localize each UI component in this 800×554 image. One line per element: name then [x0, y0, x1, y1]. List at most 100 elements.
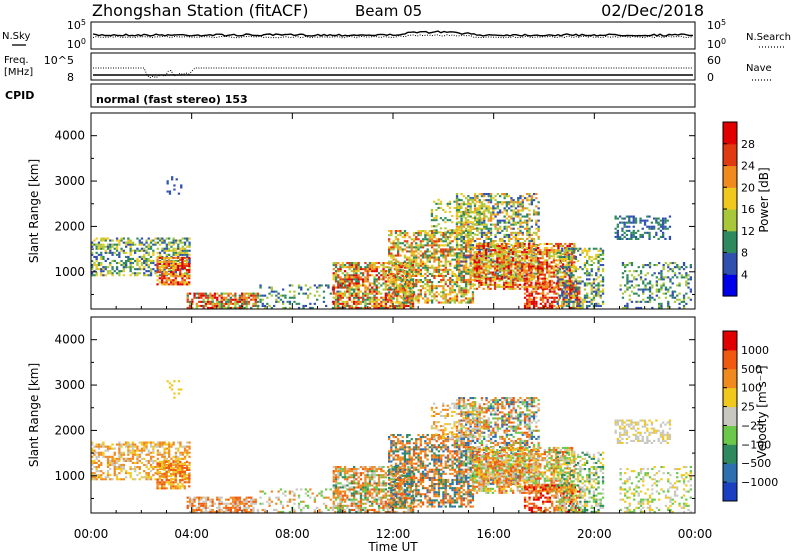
power-cell: [548, 273, 551, 276]
power-cell: [366, 298, 369, 301]
power-cell: [523, 240, 527, 243]
power-cell: [431, 291, 434, 294]
power-cell: [530, 285, 533, 288]
power-cell: [270, 286, 273, 289]
power-cell: [129, 251, 132, 254]
power-cell: [509, 271, 513, 274]
power-cell: [163, 268, 166, 271]
power-cell: [350, 274, 353, 277]
power-cell: [577, 282, 580, 285]
power-cell: [337, 296, 340, 299]
power-cell: [676, 294, 679, 297]
power-cell: [500, 251, 503, 254]
power-cell: [405, 286, 408, 289]
power-cell: [467, 205, 470, 208]
power-cell: [426, 297, 429, 300]
power-cell: [534, 285, 537, 288]
power-cell: [508, 221, 511, 224]
power-cell: [614, 235, 617, 238]
power-cell: [275, 300, 278, 303]
power-cell: [174, 281, 177, 284]
power-cell: [487, 201, 490, 204]
power-cell: [475, 273, 479, 276]
power-cell: [487, 245, 490, 248]
power-cell: [664, 288, 668, 291]
power-cell: [561, 255, 564, 258]
power-cell: [405, 304, 408, 307]
velocity-cell: [102, 472, 105, 475]
power-cell: [368, 262, 372, 265]
power-cell: [91, 259, 94, 262]
power-cell: [95, 243, 98, 246]
power-cell: [408, 299, 411, 302]
power-cell: [630, 215, 633, 218]
power-cell: [455, 198, 458, 201]
power-cell: [455, 299, 459, 302]
power-cell: [431, 266, 434, 269]
power-cell: [174, 249, 178, 252]
power-cell: [526, 294, 529, 297]
power-cell: [238, 296, 241, 299]
power-cell: [476, 217, 479, 220]
power-cell: [641, 227, 644, 230]
power-cell: [93, 255, 96, 258]
power-cell: [127, 239, 130, 242]
power-cell: [630, 290, 634, 293]
power-cell: [188, 266, 191, 269]
velocity-cell: [100, 461, 103, 464]
power-cell: [643, 223, 647, 226]
power-cell: [523, 274, 527, 277]
power-cell: [297, 302, 301, 305]
power-cell: [458, 291, 461, 294]
power-cell: [415, 232, 418, 235]
power-cell: [433, 266, 436, 269]
power-cell: [339, 296, 342, 299]
power-cell: [509, 285, 513, 288]
power-cell: [371, 296, 374, 299]
power-cell: [440, 301, 443, 304]
power-cell: [362, 296, 365, 299]
power-cell: [193, 296, 196, 299]
power-cell: [478, 221, 481, 224]
velocity-cell: [91, 443, 94, 446]
power-cell: [279, 294, 283, 297]
power-cell: [147, 237, 150, 240]
power-cell: [368, 270, 372, 273]
power-cell: [183, 249, 187, 252]
power-cell: [534, 253, 537, 256]
power-cell: [572, 247, 575, 250]
power-cell: [503, 195, 506, 198]
power-cell: [147, 274, 150, 277]
power-cell: [455, 268, 459, 271]
power-cell: [408, 283, 411, 286]
power-cell: [619, 215, 622, 218]
power-cell: [93, 243, 96, 246]
power-cell: [127, 241, 130, 244]
power-cell: [140, 241, 144, 244]
power-cell: [491, 279, 494, 282]
power-cell: [503, 253, 506, 256]
power-cell: [394, 268, 398, 271]
power-cell: [359, 290, 363, 293]
power-cell: [341, 278, 344, 281]
power-cell: [428, 234, 431, 237]
power-cell: [588, 257, 591, 260]
power-cell: [590, 255, 593, 258]
power-cell: [478, 251, 481, 254]
power-cell: [552, 261, 556, 264]
power-cell: [641, 219, 644, 222]
power-cell: [181, 264, 184, 267]
power-cell: [550, 255, 553, 258]
power-cell: [565, 272, 568, 275]
power-cell: [433, 232, 436, 235]
power-cell: [542, 304, 545, 307]
power-cell: [571, 286, 574, 289]
power-cell: [621, 264, 625, 267]
power-cell: [561, 294, 564, 297]
velocity-cell: [109, 445, 112, 448]
power-cell: [528, 203, 531, 206]
power-cell: [523, 269, 526, 272]
power-cell: [183, 279, 186, 282]
power-cell: [325, 304, 328, 307]
power-cell: [458, 256, 461, 259]
